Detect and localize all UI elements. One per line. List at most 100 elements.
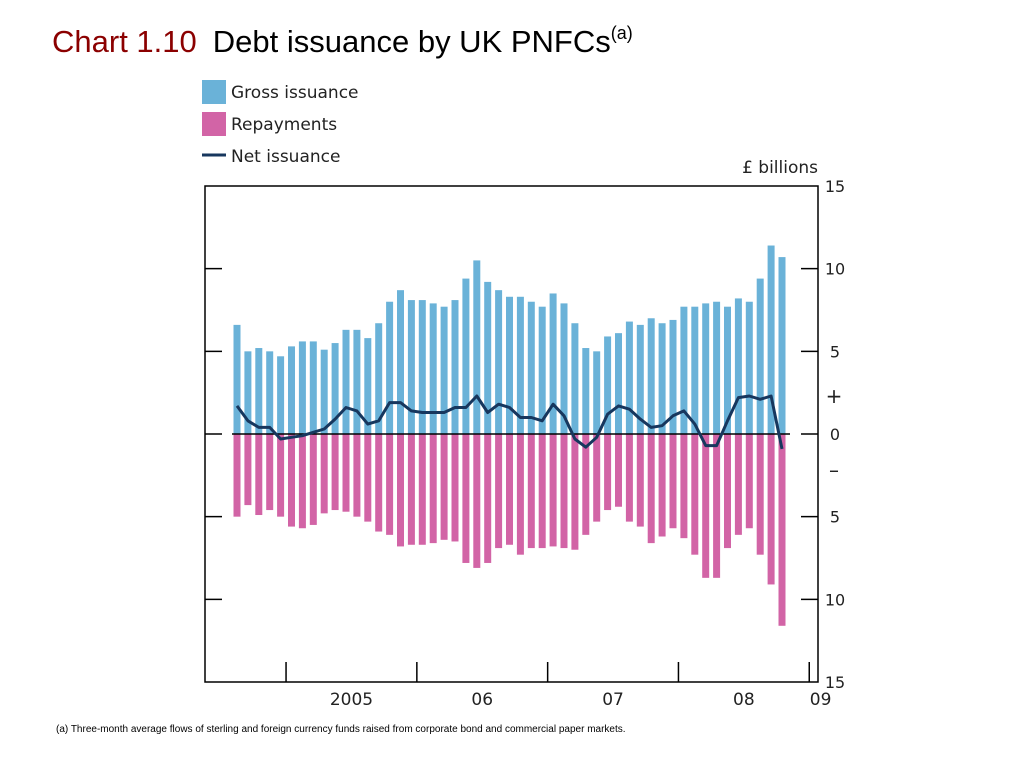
- gross-issuance-bar: [484, 281, 492, 434]
- repayments-bar: [538, 434, 546, 549]
- x-tick-label: 09: [810, 690, 832, 710]
- gross-issuance-bar: [386, 301, 394, 434]
- repayments-bar: [516, 434, 524, 555]
- y-tick-label: 0: [830, 425, 840, 444]
- gross-issuance-bar: [615, 333, 622, 434]
- y-tick-label: 5: [830, 342, 840, 361]
- repayments-bar: [429, 434, 437, 544]
- gross-issuance-bar: [669, 319, 677, 434]
- legend-swatch-repayments: [202, 112, 226, 136]
- repayments-bar: [680, 434, 688, 539]
- y-tick-label: 10: [825, 260, 845, 279]
- repayments-bar: [593, 434, 601, 522]
- repayments-bar: [549, 434, 557, 547]
- negative-sign-label: –: [829, 458, 839, 482]
- repayments-bar: [233, 434, 241, 517]
- gross-issuance-bar: [342, 329, 350, 434]
- repayments-bar: [342, 434, 350, 512]
- repayments-bar: [255, 434, 263, 516]
- repayments-bar: [244, 434, 252, 506]
- y-axis: 15 10 5 0 5 10 15: [205, 177, 845, 692]
- gross-issuance-bar: [658, 323, 666, 434]
- gross-issuance-bar: [353, 329, 361, 434]
- gross-issuance-bar: [462, 278, 470, 434]
- gross-issuance-bar: [331, 343, 339, 434]
- gross-issuance-bar: [593, 351, 601, 434]
- gross-issuance-bar: [364, 338, 372, 434]
- gross-issuance-bar: [636, 324, 644, 434]
- gross-issuance-bar: [288, 346, 295, 434]
- repayments-bar: [669, 434, 677, 529]
- x-axis: 2005 06 07 08 09: [285, 662, 832, 710]
- repayments-bar: [745, 434, 753, 529]
- repayments-bar: [495, 434, 503, 549]
- repayments-bar: [266, 434, 274, 511]
- repayments-bar: [767, 434, 775, 585]
- repayments-bar: [331, 434, 339, 511]
- gross-issuance-bar: [778, 257, 786, 434]
- chart-number: Chart 1.10: [52, 24, 197, 59]
- y-tick-label: 10: [825, 590, 845, 609]
- repayments-bar: [353, 434, 361, 517]
- gross-issuance-bar: [397, 290, 404, 434]
- repayments-bar: [309, 434, 317, 525]
- repayments-bar: [440, 434, 448, 540]
- chart: Gross issuance Repayments Net issuance £…: [202, 80, 845, 710]
- gross-issuance-bars: [233, 245, 786, 434]
- repayments-bar: [724, 434, 731, 549]
- gross-issuance-bar: [451, 300, 459, 434]
- repayments-bar: [473, 434, 481, 568]
- gross-issuance-bar: [277, 356, 285, 434]
- gross-issuance-bar: [582, 348, 590, 434]
- repayments-bar: [604, 434, 612, 511]
- repayments-bar: [418, 434, 426, 545]
- gross-issuance-bar: [527, 301, 535, 434]
- gross-issuance-bar: [298, 341, 306, 434]
- x-tick-label: 07: [602, 690, 624, 710]
- repayments-bar: [527, 434, 535, 549]
- gross-issuance-bar: [516, 296, 524, 434]
- footnote: (a) Three-month average flows of sterlin…: [56, 724, 626, 735]
- repayments-bar: [734, 434, 742, 535]
- gross-issuance-bar: [691, 306, 699, 434]
- gross-issuance-bar: [429, 303, 437, 434]
- gross-issuance-bar: [724, 306, 731, 434]
- repayments-bar: [636, 434, 644, 527]
- repayments-bar: [702, 434, 710, 578]
- gross-issuance-bar: [407, 300, 415, 434]
- page-title: Chart 1.10 Debt issuance by UK PNFCs(a): [52, 23, 633, 60]
- legend-label-gross-issuance: Gross issuance: [231, 83, 359, 103]
- positive-sign-label: +: [826, 384, 843, 408]
- legend-label-net-issuance: Net issuance: [231, 147, 340, 167]
- repayments-bar: [484, 434, 492, 563]
- legend-swatch-gross-issuance: [202, 80, 226, 104]
- y-tick-label: 5: [830, 508, 840, 527]
- repayments-bar: [451, 434, 459, 542]
- repayments-bar: [615, 434, 622, 507]
- gross-issuance-bar: [549, 293, 557, 434]
- repayments-bar: [288, 434, 295, 527]
- chart-title-text: Debt issuance by UK PNFCs: [212, 24, 611, 59]
- repayments-bar: [571, 434, 579, 550]
- gross-issuance-bar: [255, 348, 263, 434]
- gross-issuance-bar: [680, 306, 688, 434]
- legend-label-repayments: Repayments: [231, 115, 337, 135]
- gross-issuance-bar: [756, 278, 764, 434]
- gross-issuance-bar: [647, 318, 655, 434]
- repayments-bar: [647, 434, 655, 544]
- repayments-bar: [298, 434, 306, 529]
- repayments-bar: [625, 434, 633, 522]
- y-tick-label: 15: [825, 673, 845, 692]
- gross-issuance-bar: [375, 323, 383, 434]
- gross-issuance-bar: [266, 351, 274, 434]
- legend: Gross issuance Repayments Net issuance: [202, 80, 359, 167]
- gross-issuance-bar: [702, 303, 710, 434]
- repayments-bar: [778, 434, 786, 626]
- repayments-bar: [506, 434, 513, 545]
- x-tick-label: 08: [733, 690, 755, 710]
- repayments-bar: [407, 434, 415, 545]
- repayments-bar: [582, 434, 590, 535]
- gross-issuance-bar: [418, 300, 426, 434]
- repayments-bar: [277, 434, 285, 517]
- gross-issuance-bar: [233, 324, 241, 434]
